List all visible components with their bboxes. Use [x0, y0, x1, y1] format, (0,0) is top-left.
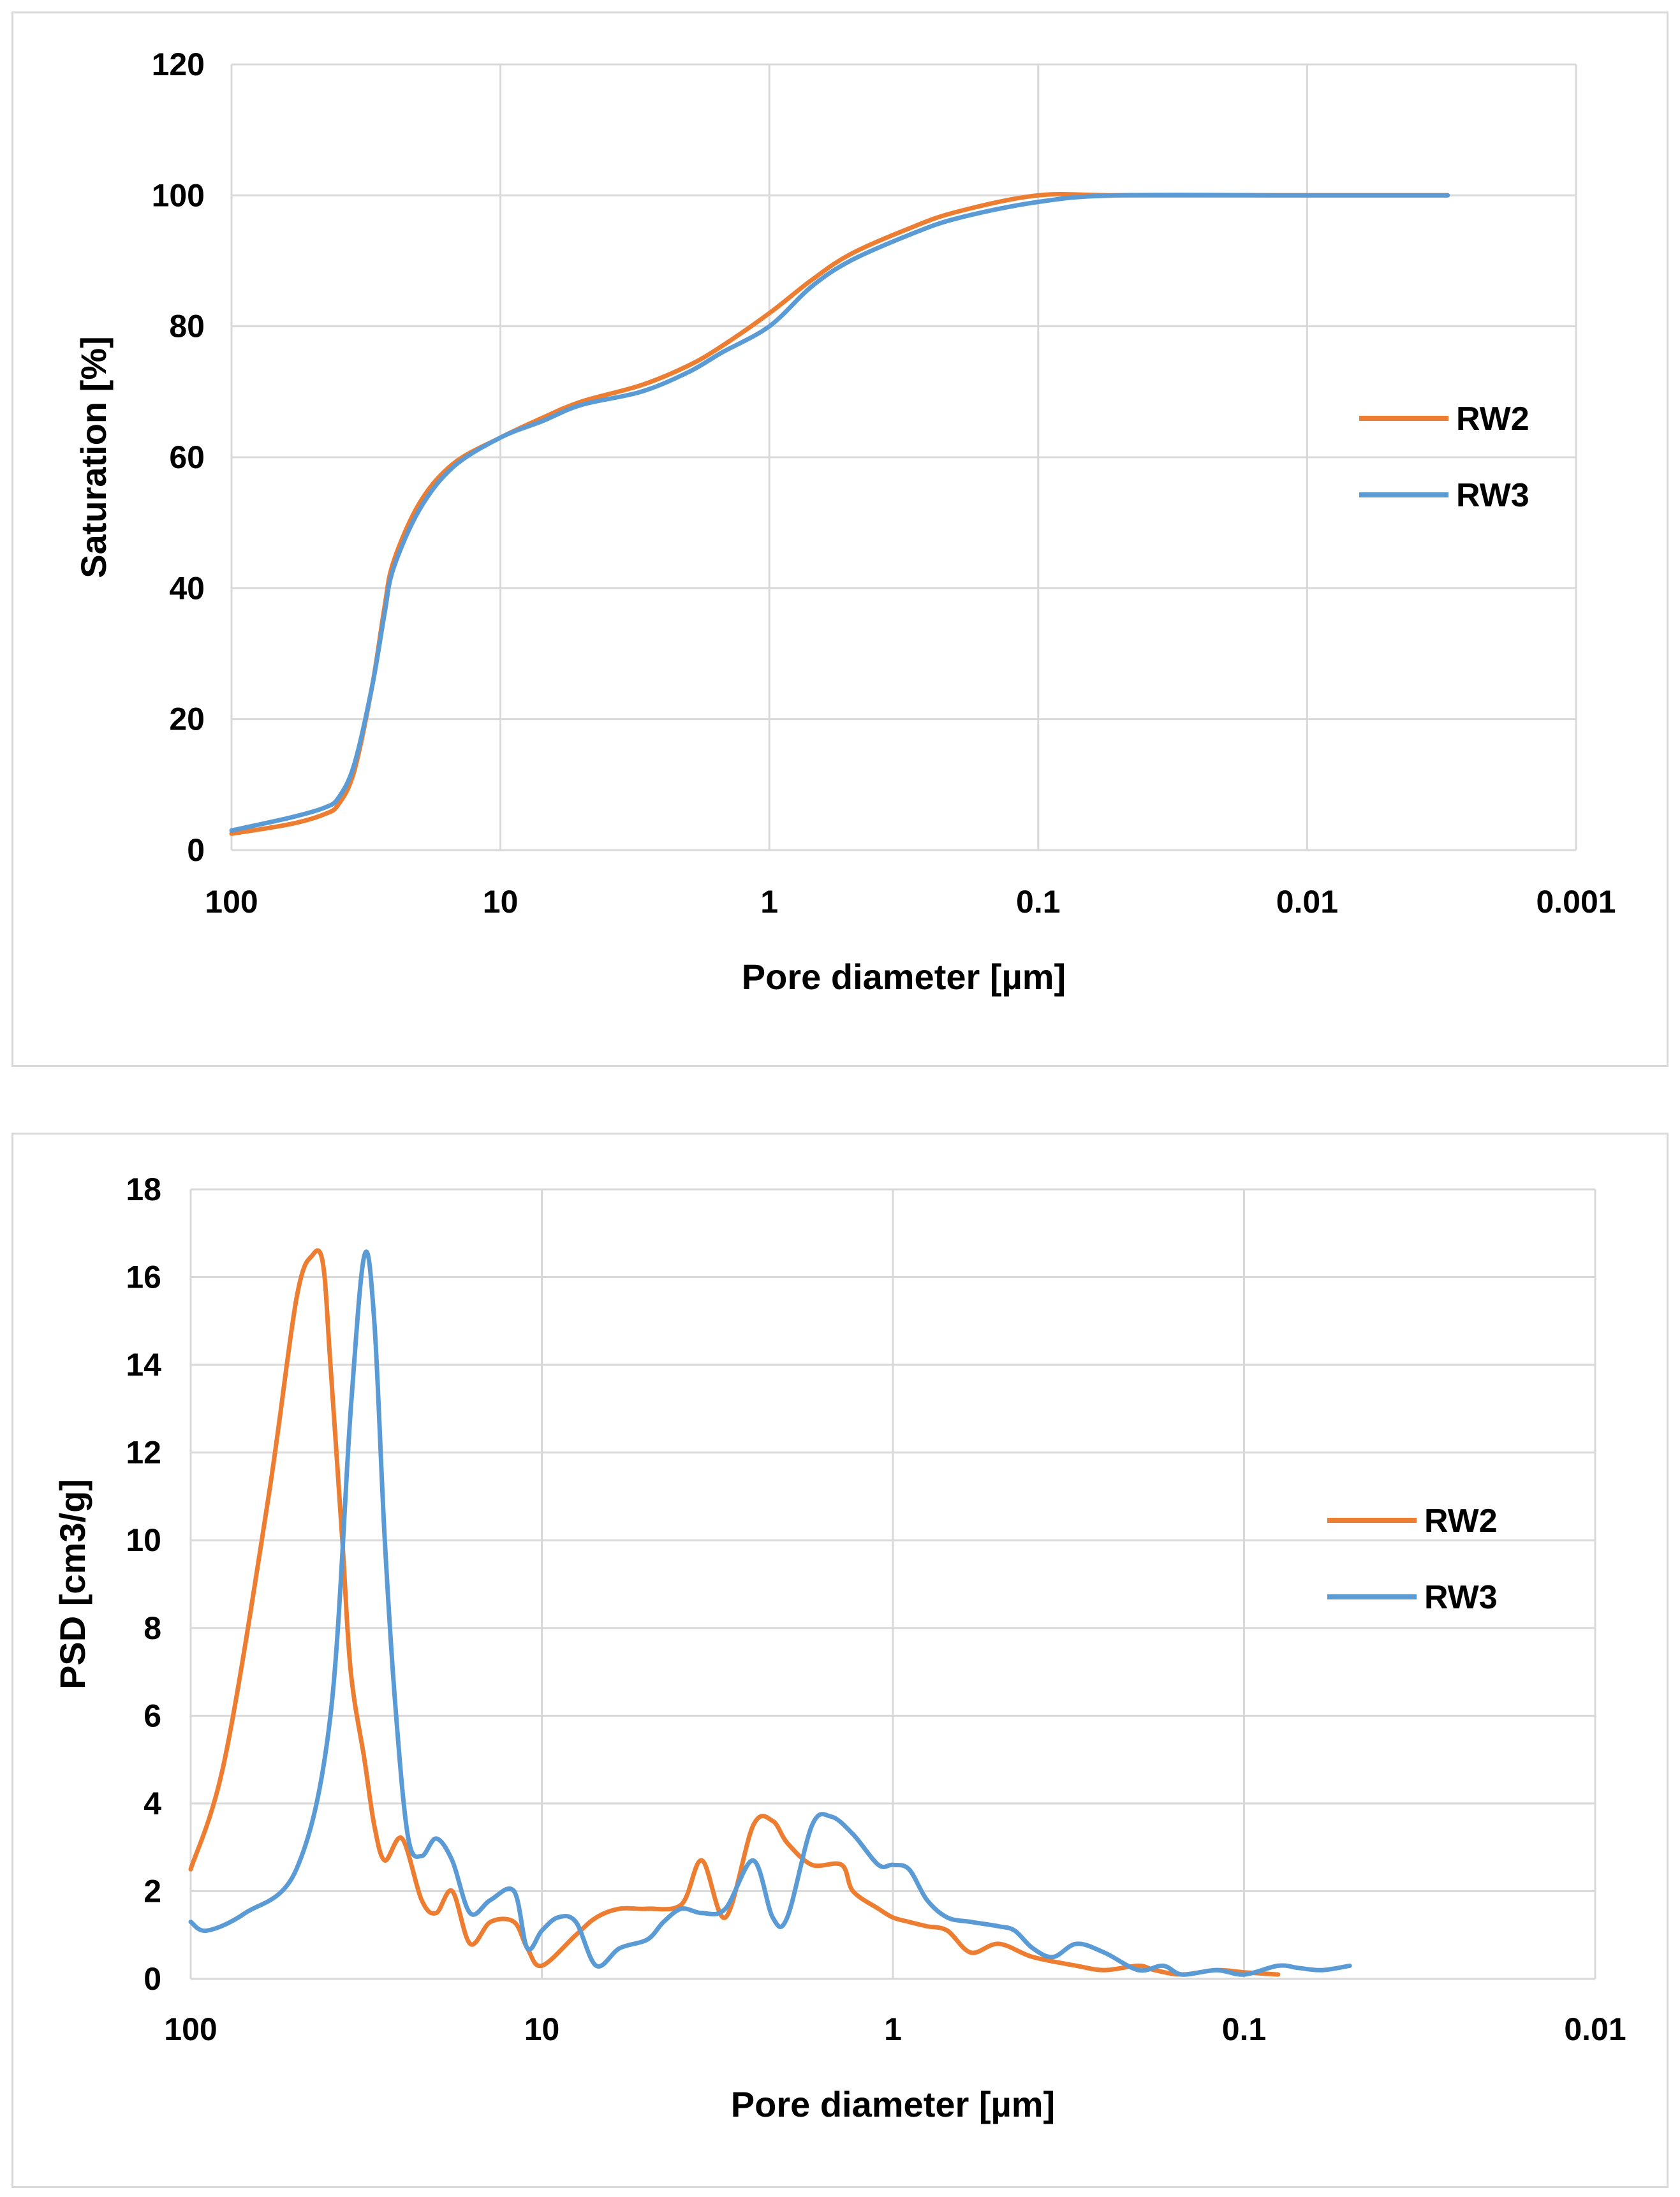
x-tick-label: 1: [760, 884, 778, 920]
y-tick-label: 20: [169, 702, 205, 737]
psd-chart-panel: 0 2 4 6 8 10 12 14 16 18 100 10 1 0.1 0.01 RW2 RW3 Pore d…: [11, 1133, 1669, 2188]
x-tick-label: 0.1: [1016, 884, 1061, 920]
x-tick-label: 10: [524, 2011, 560, 2047]
y-tick-label: 120: [152, 47, 205, 82]
saturation-chart-panel: 0 20 40 60 80 100 120 100 10 1 0.1 0.01 0.001 RW2 RW3 P…: [11, 11, 1669, 1067]
legend-label-rw2: RW2: [1456, 400, 1529, 437]
x-axis-title: Pore diameter [µm]: [731, 2084, 1055, 2124]
y-axis-title: PSD [cm3/g]: [52, 1479, 92, 1689]
y-tick-label: 60: [169, 439, 205, 475]
y-tick-label: 8: [144, 1610, 161, 1646]
y-tick-label: 4: [144, 1786, 161, 1821]
legend-label-rw3: RW3: [1456, 477, 1529, 514]
x-tick-label: 1: [884, 2011, 902, 2047]
psd-chart: 0 2 4 6 8 10 12 14 16 18 100 10 1 0.1 0.01 RW2 RW3 Pore d…: [52, 1172, 1626, 2124]
y-tick-label: 6: [144, 1698, 161, 1733]
y-tick-label: 18: [126, 1172, 161, 1207]
x-tick-label: 0.001: [1536, 884, 1616, 920]
legend-label-rw3: RW3: [1424, 1579, 1498, 1616]
x-axis-title: Pore diameter [µm]: [742, 957, 1066, 997]
y-tick-label: 2: [144, 1873, 161, 1909]
y-tick-label: 14: [126, 1347, 161, 1383]
x-tick-label: 0.01: [1564, 2011, 1626, 2047]
legend-label-rw2: RW2: [1424, 1503, 1498, 1539]
y-tick-label: 12: [126, 1435, 161, 1471]
y-tick-label: 0: [144, 1961, 161, 1997]
x-tick-label: 10: [483, 884, 519, 920]
series-line-rw2: [188, 1248, 1281, 1977]
y-axis-title: Saturation [%]: [73, 336, 114, 578]
y-tick-label: 16: [126, 1260, 161, 1295]
series-line-rw2: [229, 191, 1450, 836]
series-line-rw3: [229, 193, 1450, 833]
y-tick-label: 80: [169, 309, 205, 344]
x-tick-label: 100: [205, 884, 258, 920]
x-tick-label: 0.1: [1222, 2011, 1267, 2047]
x-tick-label: 0.01: [1276, 884, 1338, 920]
y-tick-label: 40: [169, 570, 205, 606]
series-line-rw3: [188, 1249, 1352, 1977]
y-tick-label: 100: [152, 177, 205, 213]
y-tick-label: 10: [126, 1522, 161, 1558]
y-tick-label: 0: [187, 832, 205, 868]
saturation-chart: 0 20 40 60 80 100 120 100 10 1 0.1 0.01 0.001 RW2 RW3 P…: [73, 47, 1616, 997]
x-tick-label: 100: [164, 2011, 217, 2047]
